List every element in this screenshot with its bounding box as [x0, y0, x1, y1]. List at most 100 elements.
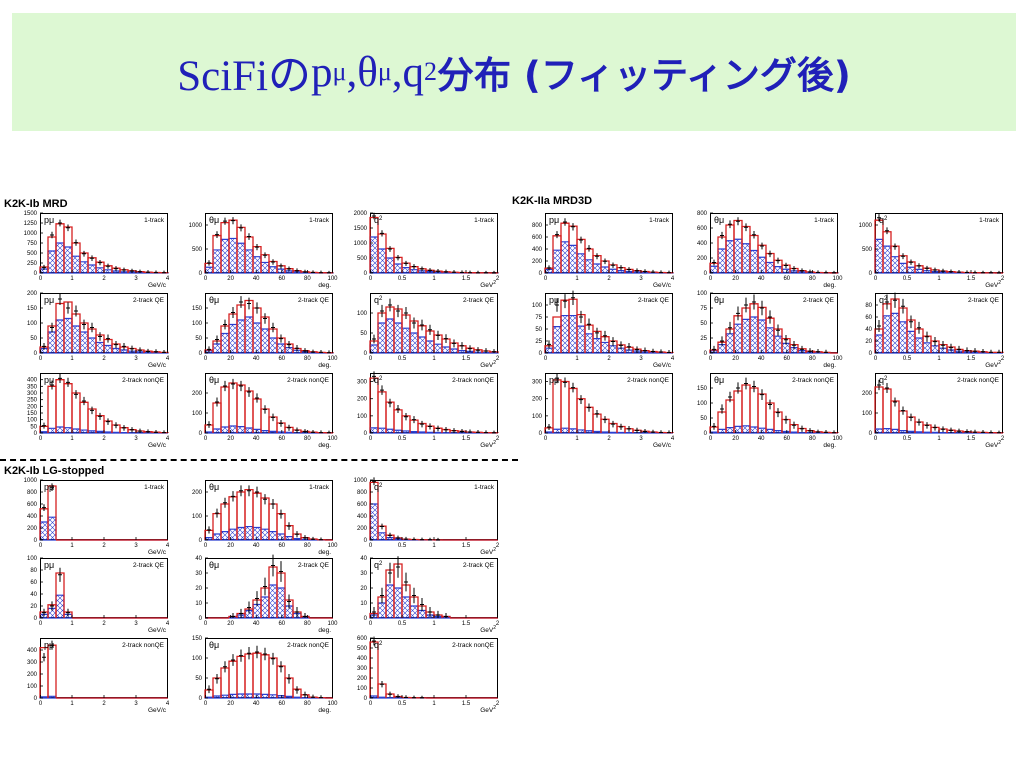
- x-tick-label: 1.5: [462, 543, 471, 549]
- y-tick-label: 0: [34, 271, 38, 277]
- data-point: [925, 331, 929, 342]
- data-point: [82, 319, 86, 330]
- x-tick-label: 1.5: [462, 436, 471, 442]
- x-tick-label: 40: [253, 436, 260, 442]
- data-point: [428, 537, 432, 541]
- y-tick-label: 30: [360, 571, 367, 577]
- data-point: [925, 265, 929, 271]
- data-point: [792, 421, 796, 429]
- y-tick-label: 60: [865, 315, 872, 321]
- selection-label: 2-track nonQE: [122, 377, 165, 384]
- data-point: [271, 259, 275, 265]
- data-point: [287, 522, 291, 530]
- data-point: [319, 537, 323, 541]
- x-tick-label: 2: [1001, 436, 1005, 442]
- data-point: [130, 345, 134, 352]
- x-tick-label: 2: [496, 356, 500, 362]
- data-point: [933, 267, 937, 273]
- y-tick-label: 400: [27, 648, 38, 654]
- data-point: [215, 231, 219, 238]
- y-tick-label: 100: [192, 321, 203, 327]
- x-unit-label: GeV2: [985, 440, 1001, 449]
- data-point: [563, 294, 567, 309]
- y-tick-label: 75: [535, 315, 542, 321]
- variable-label: q2: [374, 295, 383, 305]
- data-point: [635, 427, 639, 433]
- selection-label: 2-track QE: [968, 297, 1000, 304]
- data-point: [255, 486, 259, 498]
- data-point: [885, 383, 889, 393]
- data-point: [138, 347, 142, 353]
- y-tick-label: 0: [364, 351, 368, 357]
- variable-label: q2: [374, 215, 383, 225]
- data-point: [768, 250, 772, 258]
- selection-label: 1-track: [649, 217, 670, 224]
- y-tick-label: 25: [700, 336, 707, 342]
- x-tick-label: 1.5: [967, 276, 976, 282]
- y-tick-label: 100: [357, 311, 368, 317]
- y-tick-label: 50: [700, 321, 707, 327]
- data-point: [380, 230, 384, 237]
- data-point: [949, 343, 953, 352]
- data-point: [800, 268, 804, 273]
- histogram-panel-m3d_t_2: 0 20 40 60 80 100 0 25 50 75 100 θμ 2-track QE deg.: [697, 291, 843, 369]
- histogram-panel-lg_p_3: 0 1 2 3 4 0 100 200 300 400 pμ 2-track nonQE GeV/c: [27, 638, 170, 714]
- x-tick-label: 1: [432, 621, 436, 627]
- selection-label: 2-track nonQE: [957, 377, 1000, 384]
- x-tick-label: 2: [607, 276, 611, 282]
- data-point: [388, 246, 392, 252]
- data-point: [372, 371, 376, 382]
- data-point: [98, 412, 102, 420]
- data-point: [792, 341, 796, 350]
- variable-label: θμ: [209, 375, 219, 385]
- data-point: [436, 425, 440, 432]
- data-point: [303, 691, 307, 698]
- variable-label: q2: [879, 295, 888, 305]
- title-q-superscript: 2: [424, 57, 438, 86]
- selection-label: 2-track nonQE: [452, 377, 495, 384]
- section-label-k2k-ib-mrd: K2K-Ib MRD: [4, 198, 68, 210]
- data-point: [659, 349, 663, 353]
- data-point: [885, 227, 889, 235]
- data-point: [231, 378, 235, 390]
- x-unit-label: GeV2: [985, 360, 1001, 369]
- x-tick-label: 2: [102, 701, 106, 707]
- x-tick-label: 2: [607, 436, 611, 442]
- histogram-panel-m3d_q_1: 0 0.5 1 1.5 2 0 500 1000 q2 1-track GeV2: [859, 213, 1005, 289]
- y-tick-label: 40: [195, 556, 202, 562]
- variable-label: q2: [374, 560, 383, 570]
- data-point: [396, 535, 400, 540]
- y-tick-label: 100: [357, 414, 368, 420]
- x-tick-label: 100: [832, 356, 843, 362]
- x-tick-label: 2: [102, 276, 106, 282]
- x-unit-label: deg.: [318, 442, 331, 449]
- y-tick-label: 200: [697, 256, 708, 262]
- y-tick-label: 250: [27, 261, 38, 267]
- data-point: [271, 499, 275, 509]
- data-point: [130, 268, 134, 273]
- data-point: [223, 661, 227, 673]
- x-tick-label: 0.5: [398, 701, 407, 707]
- data-point: [90, 406, 94, 415]
- data-point: [603, 416, 607, 424]
- x-tick-label: 2: [496, 621, 500, 627]
- y-tick-label: 200: [192, 490, 203, 496]
- x-tick-label: 20: [227, 436, 234, 442]
- x-tick-label: 100: [327, 543, 338, 549]
- y-tick-label: 1000: [24, 478, 38, 484]
- y-tick-label: 0: [199, 351, 203, 357]
- data-point: [824, 429, 828, 433]
- y-tick-label: 100: [192, 656, 203, 662]
- y-tick-label: 50: [30, 336, 37, 342]
- data-point: [563, 377, 567, 388]
- x-tick-label: 60: [783, 276, 790, 282]
- data-point: [808, 269, 812, 273]
- selection-label: 2-track QE: [298, 562, 330, 569]
- data-point: [595, 409, 599, 418]
- x-tick-label: 0.5: [903, 436, 912, 442]
- y-tick-label: 500: [357, 256, 368, 262]
- x-tick-label: 80: [304, 436, 311, 442]
- x-unit-label: GeV/c: [148, 442, 167, 449]
- data-point: [279, 420, 283, 427]
